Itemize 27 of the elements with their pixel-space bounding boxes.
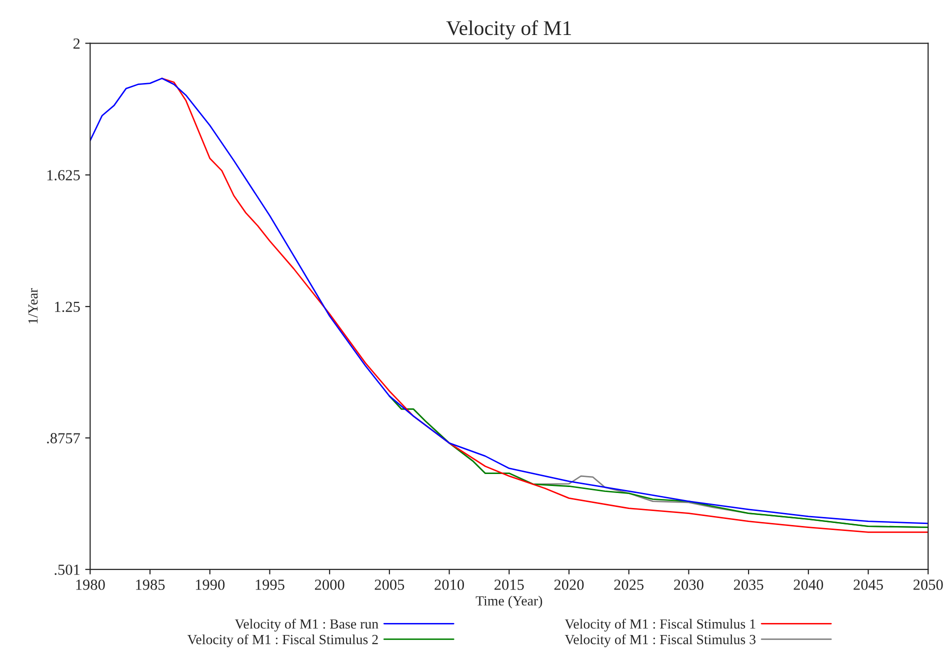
x-tick-label: 1980 <box>76 580 105 590</box>
x-tick-label: 2030 <box>674 580 704 590</box>
legend-label: Velocity of M1 : Fiscal Stimulus 2 <box>187 634 378 648</box>
x-tick-label: 2010 <box>434 580 464 590</box>
x-tick-label: 1990 <box>196 580 225 590</box>
x-tick-label: 1985 <box>136 580 165 590</box>
x-tick-label: 2025 <box>614 580 644 590</box>
x-tick-label: 2020 <box>554 580 584 590</box>
x-tick-label: 2035 <box>734 580 764 590</box>
x-tick-label: 2050 <box>914 580 943 590</box>
x-tick-label: 2005 <box>374 580 404 590</box>
x-tick-label: 2040 <box>794 580 824 590</box>
x-tick-label: 2015 <box>494 580 524 590</box>
chart-title: Velocity of M1 <box>446 20 571 40</box>
x-tick-label: 2000 <box>314 580 344 590</box>
x-tick-label: 2045 <box>854 580 883 590</box>
legend-label: Velocity of M1 : Fiscal Stimulus 1 <box>564 618 756 632</box>
y-tick-label: .8757 <box>47 433 80 444</box>
y-tick-label: .501 <box>54 564 80 575</box>
x-tick-label: 1995 <box>256 580 284 590</box>
x-axis-title: Time (Year) <box>476 596 542 608</box>
y-tick-label: 2 <box>73 38 80 49</box>
y-axis-title: 1/Year <box>28 288 38 324</box>
legend-label: Velocity of M1 : Fiscal Stimulus 3 <box>564 634 756 648</box>
y-tick-label: 1.25 <box>55 302 80 312</box>
y-tick-label: 1.625 <box>47 170 80 180</box>
legend-label: Velocity of M1 : Base run <box>234 618 378 632</box>
